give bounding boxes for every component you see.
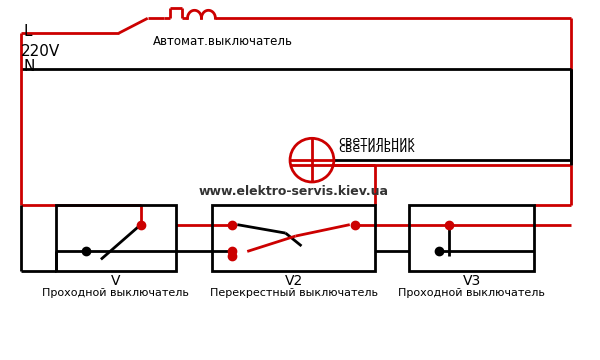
Text: V3: V3 bbox=[463, 274, 481, 288]
Text: Проходной выключатель: Проходной выключатель bbox=[43, 288, 189, 298]
Text: N: N bbox=[23, 59, 35, 74]
Text: светильник: светильник bbox=[338, 142, 415, 155]
Text: L: L bbox=[23, 24, 32, 39]
Text: V: V bbox=[111, 274, 121, 288]
Bar bbox=[212, 205, 374, 271]
Text: светильник: светильник bbox=[338, 135, 415, 148]
Bar bbox=[409, 205, 534, 271]
Text: Перекрестный выключатель: Перекрестный выключатель bbox=[209, 288, 377, 298]
Text: 220V: 220V bbox=[21, 44, 61, 59]
Text: Проходной выключатель: Проходной выключатель bbox=[398, 288, 545, 298]
Text: Автомат.выключатель: Автомат.выключатель bbox=[152, 35, 293, 48]
Bar bbox=[56, 205, 176, 271]
Text: www.elektro-servis.kiev.ua: www.elektro-servis.kiev.ua bbox=[199, 185, 389, 198]
Text: V2: V2 bbox=[284, 274, 302, 288]
